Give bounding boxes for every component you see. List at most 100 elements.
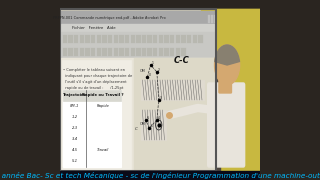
- Bar: [187, 35, 191, 43]
- Text: Travail: Travail: [97, 148, 109, 152]
- Bar: [142, 48, 146, 56]
- Text: indiquant pour chaque trajectoire de: indiquant pour chaque trajectoire de: [63, 74, 133, 78]
- Text: • Compléter le tableau suivant en: • Compléter le tableau suivant en: [63, 68, 125, 72]
- Bar: [85, 35, 90, 43]
- Bar: [97, 48, 101, 56]
- Bar: [164, 48, 169, 56]
- Bar: [80, 35, 84, 43]
- Bar: [136, 48, 140, 56]
- Bar: [134, 58, 215, 171]
- Bar: [108, 48, 112, 56]
- Bar: [204, 9, 260, 171]
- Text: 4-5: 4-5: [72, 148, 78, 152]
- FancyBboxPatch shape: [219, 76, 231, 93]
- Bar: [63, 90, 121, 167]
- Bar: [170, 48, 174, 56]
- Bar: [131, 35, 135, 43]
- Bar: [114, 35, 118, 43]
- Bar: [63, 156, 121, 167]
- Bar: [102, 48, 107, 56]
- Bar: [74, 48, 78, 56]
- Bar: [208, 15, 210, 23]
- Bar: [97, 35, 101, 43]
- Text: 0M-1: 0M-1: [70, 104, 79, 109]
- Bar: [102, 35, 107, 43]
- Bar: [142, 35, 146, 43]
- Text: OM: OM: [139, 122, 145, 126]
- Bar: [61, 58, 214, 171]
- Bar: [63, 90, 121, 101]
- Bar: [63, 112, 121, 123]
- Bar: [141, 80, 204, 100]
- Text: rapide ou de travail :      /1,25pt: rapide ou de travail : /1,25pt: [63, 86, 124, 90]
- Bar: [63, 145, 121, 156]
- Text: 6: 6: [147, 116, 148, 120]
- Text: PRPPN-001 Commande numérique end.pdf - Adobe Acrobat Pro: PRPPN-001 Commande numérique end.pdf - A…: [53, 16, 166, 20]
- Text: 2-3: 2-3: [72, 127, 78, 130]
- Bar: [119, 35, 124, 43]
- Bar: [176, 48, 180, 56]
- Bar: [60, 171, 260, 180]
- Text: 1-2: 1-2: [72, 116, 78, 120]
- Bar: [68, 35, 73, 43]
- Text: 2: 2: [158, 68, 160, 72]
- Circle shape: [214, 45, 240, 85]
- Bar: [119, 48, 124, 56]
- Text: Trajectoire: Trajectoire: [63, 93, 86, 98]
- Text: Rapide ou Travail ?: Rapide ou Travail ?: [83, 93, 124, 98]
- Bar: [211, 15, 213, 23]
- Bar: [198, 35, 203, 43]
- FancyBboxPatch shape: [208, 83, 244, 167]
- Bar: [63, 101, 121, 112]
- Bar: [125, 35, 129, 43]
- Bar: [193, 35, 197, 43]
- Bar: [91, 35, 95, 43]
- Bar: [63, 123, 121, 134]
- Bar: [214, 15, 216, 23]
- Text: Fichier   Fenêtre   Aide: Fichier Fenêtre Aide: [72, 26, 116, 30]
- Bar: [153, 48, 157, 56]
- Bar: [170, 35, 174, 43]
- Bar: [61, 11, 214, 25]
- Bar: [159, 48, 163, 56]
- Text: 5-1: 5-1: [72, 159, 78, 163]
- Text: 1: 1: [152, 61, 153, 65]
- Bar: [61, 45, 214, 58]
- Bar: [136, 35, 140, 43]
- Bar: [61, 24, 214, 32]
- Text: C-C: C-C: [174, 56, 190, 65]
- Text: C: C: [135, 127, 138, 131]
- Bar: [181, 48, 186, 56]
- Text: 2-ème année Bac- Sc et tech Mécanique - sc de l'ingénieur Programmation d'une ma: 2-ème année Bac- Sc et tech Mécanique - …: [0, 172, 320, 179]
- Bar: [62, 60, 131, 170]
- Bar: [85, 48, 90, 56]
- Bar: [61, 32, 214, 45]
- Bar: [164, 35, 169, 43]
- Text: 4: 4: [158, 116, 160, 120]
- Bar: [63, 48, 67, 56]
- Bar: [60, 9, 216, 171]
- Bar: [80, 48, 84, 56]
- Text: l'outil s'il s'agit d'un déplacement: l'outil s'il s'agit d'un déplacement: [63, 80, 127, 84]
- Bar: [63, 134, 121, 145]
- Bar: [125, 48, 129, 56]
- Bar: [181, 35, 186, 43]
- Bar: [91, 48, 95, 56]
- Text: Rapide: Rapide: [97, 104, 110, 109]
- Wedge shape: [215, 45, 239, 65]
- Text: OM: OM: [139, 69, 145, 73]
- Bar: [60, 9, 216, 171]
- Bar: [148, 35, 152, 43]
- Text: 0: 0: [148, 73, 150, 77]
- Bar: [131, 48, 135, 56]
- Bar: [201, 71, 220, 171]
- Bar: [148, 48, 152, 56]
- Bar: [114, 48, 118, 56]
- Bar: [68, 48, 73, 56]
- Text: 3: 3: [160, 96, 162, 100]
- Bar: [63, 35, 67, 43]
- Text: 3-4: 3-4: [72, 138, 78, 141]
- Text: 5: 5: [150, 124, 152, 128]
- Bar: [176, 35, 180, 43]
- Bar: [141, 110, 166, 140]
